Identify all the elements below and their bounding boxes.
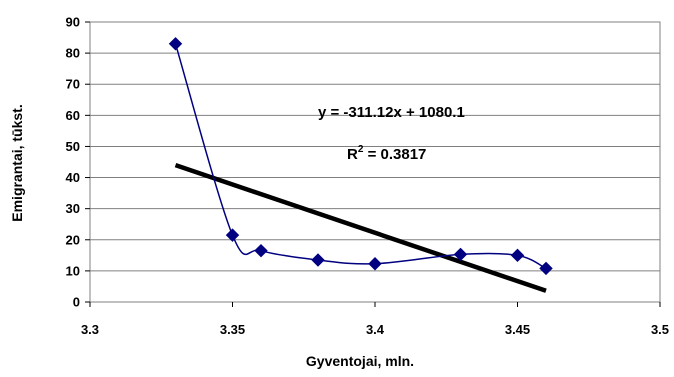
data-point-marker [311, 253, 325, 267]
data-point-marker [254, 243, 268, 258]
trendline [174, 162, 547, 293]
y-tick-label: 80 [66, 46, 80, 61]
y-axis: 0 10 20 30 40 50 60 70 80 90 [66, 15, 90, 310]
y-tick-label: 10 [66, 263, 80, 278]
x-axis: 3.3 3.35 3.4 3.45 3.5 [81, 302, 669, 337]
x-axis-title: Gyventojai, mln. [306, 353, 414, 369]
gridlines [90, 52, 660, 272]
y-tick-label: 0 [73, 295, 80, 310]
x-tick-label: 3.4 [366, 322, 385, 337]
y-axis-title: Emigrantai, tūkst. [9, 104, 25, 221]
data-point-marker [225, 228, 240, 242]
data-point-marker [168, 37, 183, 51]
data-point-marker [453, 247, 468, 262]
series-markers [168, 37, 553, 276]
data-point-marker [539, 261, 553, 276]
y-tick-label: 90 [66, 15, 80, 30]
trendline-equation: y = -311.12x + 1080.1 [318, 104, 465, 121]
x-tick-label: 3.45 [505, 322, 530, 337]
x-tick-label: 3.5 [651, 322, 669, 337]
y-tick-label: 50 [66, 139, 80, 154]
x-tick-label: 3.3 [81, 322, 99, 337]
y-tick-label: 60 [66, 108, 80, 123]
y-tick-label: 70 [66, 77, 80, 92]
x-tick-label: 3.35 [220, 322, 245, 337]
y-tick-label: 20 [66, 232, 80, 247]
r-squared-label: R2 = 0.3817 [347, 144, 426, 163]
y-tick-label: 40 [66, 170, 80, 185]
y-tick-label: 30 [66, 201, 80, 216]
data-point-marker [368, 257, 382, 271]
series-line [174, 43, 547, 270]
data-point-marker [510, 248, 525, 263]
